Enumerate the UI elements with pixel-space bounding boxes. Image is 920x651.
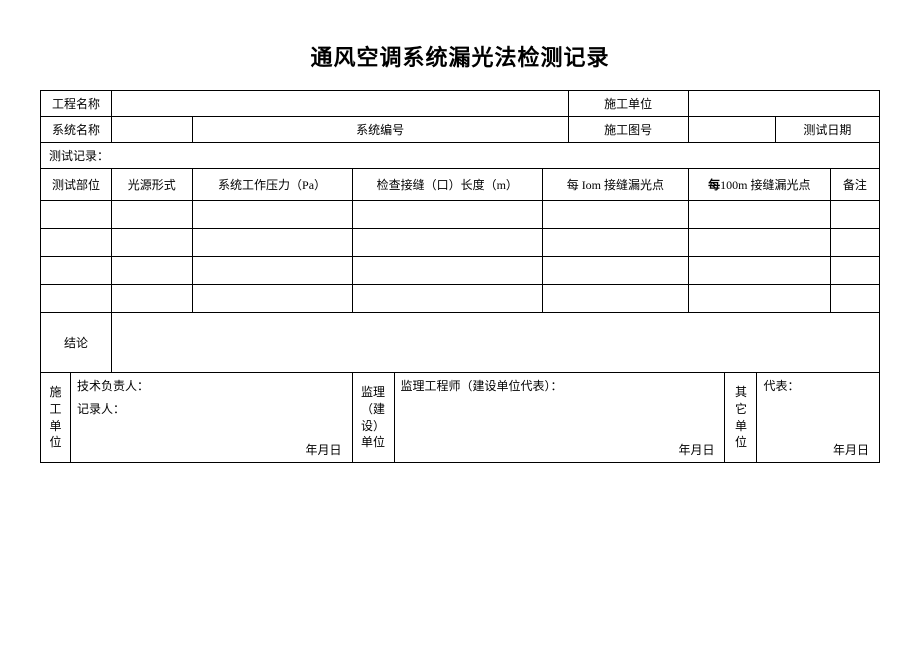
- representative-label: 代表：: [757, 373, 879, 398]
- other-sign-block: 代表： 年月日: [757, 373, 880, 463]
- other-date: 年月日: [833, 441, 869, 458]
- other-unit-text: 其它单位: [735, 385, 747, 449]
- signature-row: 施工单位 技术负责人： 记录人： 年月日 监理（建设）单位 监理工程师（建设单位…: [41, 373, 880, 463]
- construction-unit-label: 施工单位: [568, 91, 688, 117]
- construction-unit-text: 施工单位: [49, 385, 61, 449]
- data-row-1: [41, 201, 880, 229]
- cell: [111, 201, 192, 229]
- cell: [542, 285, 688, 313]
- col-pressure: 系统工作压力（Pa）: [192, 169, 352, 201]
- cell: [111, 257, 192, 285]
- cell: [41, 201, 112, 229]
- data-row-3: [41, 257, 880, 285]
- cell: [111, 229, 192, 257]
- cell: [352, 229, 542, 257]
- system-name-label: 系统名称: [41, 117, 112, 143]
- header-row-1: 工程名称 施工单位: [41, 91, 880, 117]
- header-row-2: 系统名称 系统编号 施工图号 测试日期: [41, 117, 880, 143]
- conclusion-row: 结论: [41, 313, 880, 373]
- supervision-unit-text: 监理（建设）单位: [361, 385, 385, 449]
- col-leak-10m: 每 Iom 接缝漏光点: [542, 169, 688, 201]
- cell: [830, 201, 879, 229]
- main-table: 工程名称 施工单位 系统名称 系统编号 施工图号 测试日期 测试记录： 测试部位…: [40, 90, 880, 463]
- construction-sign-block: 技术负责人： 记录人： 年月日: [71, 373, 353, 463]
- cell: [688, 285, 830, 313]
- other-unit-vlabel: 其它单位: [725, 373, 757, 463]
- cell: [830, 257, 879, 285]
- supervision-engineer-label: 监理工程师（建设单位代表）：: [395, 373, 725, 398]
- col-test-part: 测试部位: [41, 169, 112, 201]
- supervision-sign-block: 监理工程师（建设单位代表）： 年月日: [394, 373, 725, 463]
- cell: [352, 257, 542, 285]
- cell: [192, 257, 352, 285]
- drawing-number-label: 施工图号: [568, 117, 688, 143]
- cell: [41, 285, 112, 313]
- cell: [192, 201, 352, 229]
- supervision-date: 年月日: [678, 441, 714, 458]
- leak-100m-prefix: 每: [708, 178, 720, 192]
- tech-leader-label: 技术负责人：: [71, 373, 352, 398]
- system-number-label: 系统编号: [192, 117, 568, 143]
- system-name-value: [111, 117, 192, 143]
- col-light-source: 光源形式: [111, 169, 192, 201]
- cell: [688, 229, 830, 257]
- cell: [111, 285, 192, 313]
- column-header-row: 测试部位 光源形式 系统工作压力（Pa） 检查接缝（口）长度（m） 每 Iom …: [41, 169, 880, 201]
- project-name-value: [111, 91, 568, 117]
- cell: [192, 229, 352, 257]
- drawing-number-value: [688, 117, 775, 143]
- data-row-4: [41, 285, 880, 313]
- test-date-label: 测试日期: [775, 117, 879, 143]
- cell: [688, 201, 830, 229]
- construction-date: 年月日: [305, 441, 341, 458]
- cell: [352, 201, 542, 229]
- cell: [41, 257, 112, 285]
- cell: [542, 229, 688, 257]
- col-remark: 备注: [830, 169, 879, 201]
- col-seam-length: 检查接缝（口）长度（m）: [352, 169, 542, 201]
- project-name-label: 工程名称: [41, 91, 112, 117]
- construction-unit-vlabel: 施工单位: [41, 373, 71, 463]
- cell: [542, 201, 688, 229]
- cell: [41, 229, 112, 257]
- conclusion-value: [111, 313, 879, 373]
- data-row-2: [41, 229, 880, 257]
- record-section-row: 测试记录：: [41, 143, 880, 169]
- recorder-label: 记录人：: [71, 398, 352, 419]
- construction-unit-value: [688, 91, 879, 117]
- supervision-unit-vlabel: 监理（建设）单位: [352, 373, 394, 463]
- cell: [542, 257, 688, 285]
- cell: [688, 257, 830, 285]
- conclusion-label: 结论: [41, 313, 112, 373]
- leak-100m-suffix: 100m 接缝漏光点: [720, 178, 810, 192]
- record-section-label: 测试记录：: [41, 143, 880, 169]
- cell: [830, 229, 879, 257]
- cell: [192, 285, 352, 313]
- col-leak-100m: 每100m 接缝漏光点: [688, 169, 830, 201]
- form-title: 通风空调系统漏光法检测记录: [40, 40, 880, 72]
- cell: [352, 285, 542, 313]
- cell: [830, 285, 879, 313]
- form-container: 通风空调系统漏光法检测记录 工程名称 施工单位 系统名称 系统编号 施工图号 测…: [40, 40, 880, 463]
